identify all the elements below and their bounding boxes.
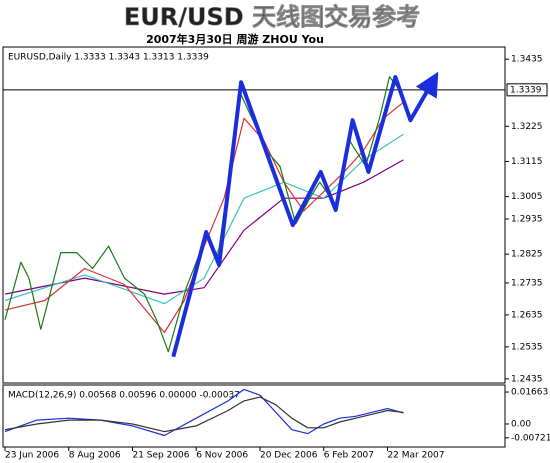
y-tick-label: 0.01663 <box>511 388 548 398</box>
x-tick-label: 23 Jun 2006 <box>5 451 59 461</box>
macd-frame <box>2 384 506 448</box>
y-tick-label: 1.2825 <box>511 250 543 260</box>
y-tick-label: 1.2535 <box>511 342 543 352</box>
y-tick-label: 1.2935 <box>511 214 543 224</box>
panel-header: EURUSD,Daily 1.3333 1.3343 1.3313 1.3339 <box>8 53 209 63</box>
x-tick-label: 20 Dec 2006 <box>260 451 318 461</box>
series-line <box>4 133 404 305</box>
series-line <box>4 159 404 295</box>
subtitle: 2007年3月30日 周游 ZHOU You <box>146 32 324 46</box>
y-tick-label: 1.3005 <box>511 192 543 202</box>
y-tick-label: 1.2735 <box>511 278 543 288</box>
series-line <box>4 76 400 353</box>
x-tick-label: 22 Mar 2007 <box>387 451 444 461</box>
y-tick-label: 1.3435 <box>511 55 543 65</box>
series-line <box>171 71 439 358</box>
x-tick-label: 6 Nov 2006 <box>196 451 248 461</box>
x-tick-label: 6 Feb 2007 <box>324 451 374 461</box>
y-tick-label: 1.2435 <box>511 374 543 384</box>
series-line <box>4 396 404 433</box>
series-line <box>4 101 404 334</box>
y-tick-label: 1.3115 <box>511 157 543 167</box>
x-tick-label: 8 Aug 2006 <box>69 451 121 461</box>
y-tick-label: -0.00721 <box>511 433 550 443</box>
title: EUR/USD 天线图交易参考 <box>124 3 420 31</box>
main-frame <box>2 46 506 384</box>
y-tick-label: 1.2635 <box>511 310 543 320</box>
y-tick-label: 0.00 <box>511 419 531 429</box>
price-label: 1.3339 <box>510 85 542 95</box>
y-tick-label: 1.3225 <box>511 122 543 132</box>
panel-header: MACD(12,26,9) 0.00568 0.00596 0.00000 -0… <box>8 391 240 401</box>
x-tick-label: 21 Sep 2006 <box>132 451 189 461</box>
price-box <box>506 83 548 97</box>
